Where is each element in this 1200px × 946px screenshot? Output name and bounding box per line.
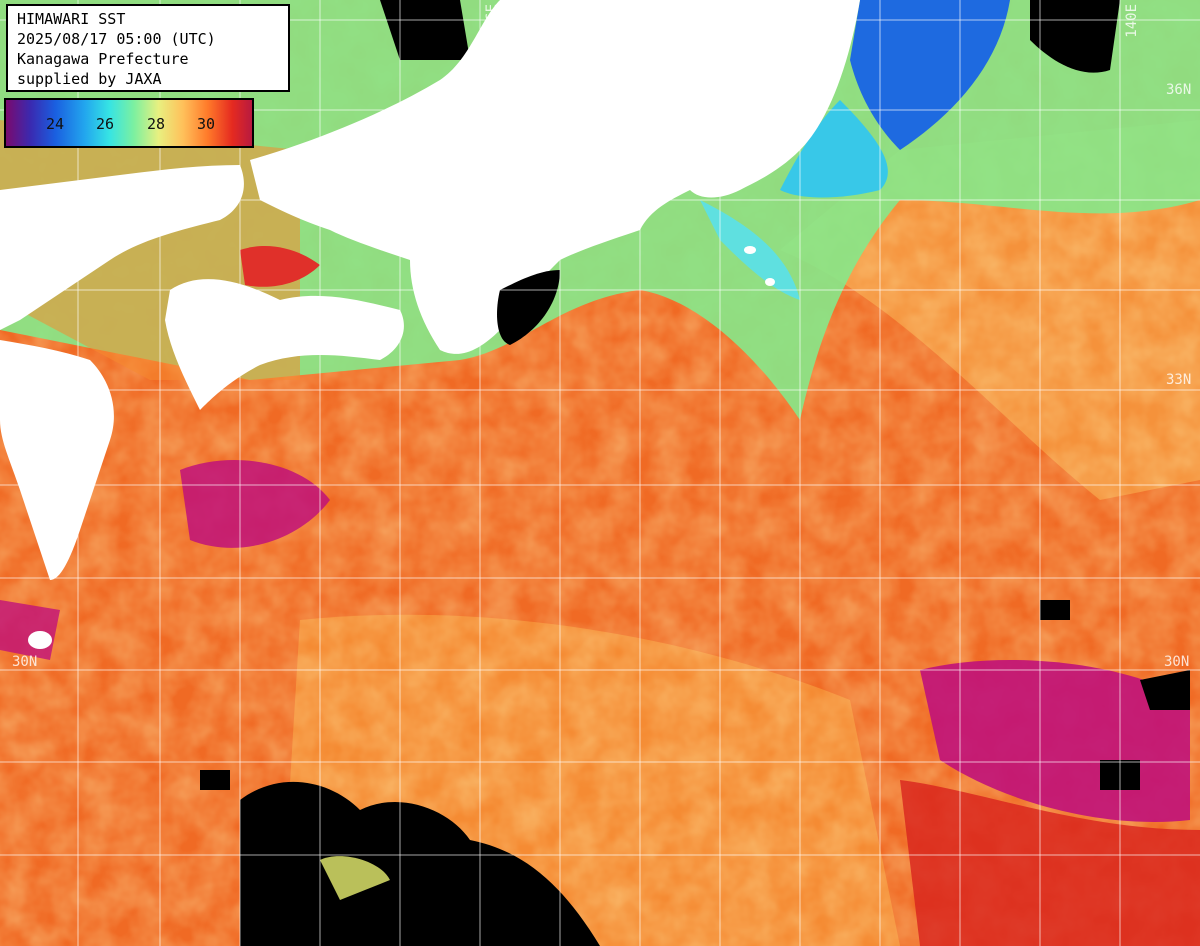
sea-cold-shelf <box>780 100 888 198</box>
cloud-north-east <box>1030 0 1120 73</box>
land-chugoku <box>0 165 244 330</box>
sea-inland-warm <box>240 245 320 287</box>
land-shikoku <box>165 279 404 410</box>
cloud-north <box>380 0 470 60</box>
land-island-2 <box>744 246 756 254</box>
cloud-speck-2 <box>1040 600 1070 620</box>
info-box: HIMAWARI SST 2025/08/17 05:00 (UTC) Kana… <box>6 4 290 92</box>
cloud-gap <box>320 856 390 900</box>
lat-label-30n-right: 30N <box>1164 654 1190 670</box>
sea-hot-south-east <box>900 780 1200 946</box>
land-honshu <box>250 0 860 354</box>
legend-tick-28: 28 <box>147 115 166 133</box>
legend-tick-24: 24 <box>46 115 65 133</box>
land-kyushu <box>0 340 114 580</box>
info-region: Kanagawa Prefecture <box>17 50 189 68</box>
cloud-east-small <box>1140 670 1190 710</box>
cloud-kii <box>497 270 560 345</box>
land-island-1 <box>765 278 775 286</box>
cloud-south <box>240 781 600 946</box>
lat-label-33n-right: 33N <box>1166 372 1192 388</box>
color-scale-legend: 24 26 28 30 <box>4 98 254 148</box>
lat-label-36n-right: 36N <box>1166 82 1192 98</box>
info-title: HIMAWARI SST <box>17 10 126 28</box>
lat-label-30n-left: 30N <box>12 654 38 670</box>
info-datetime: 2025/08/17 05:00 (UTC) <box>17 30 216 48</box>
cloud-speck-1 <box>200 770 230 790</box>
legend-tick-26: 26 <box>96 115 115 133</box>
lat-label-33-left: 33 <box>10 373 27 389</box>
sea-cold-kuroshio <box>850 0 1010 150</box>
legend-tick-30: 30 <box>197 115 216 133</box>
lon-label-136e: 136E <box>484 4 500 38</box>
lon-label-140e: 140E <box>1124 4 1140 38</box>
sea-hot-pool-west <box>180 460 330 548</box>
sea-hot-west-edge <box>0 600 60 660</box>
info-credit: supplied by JAXA <box>17 70 162 88</box>
land-tanegashima <box>28 631 52 649</box>
